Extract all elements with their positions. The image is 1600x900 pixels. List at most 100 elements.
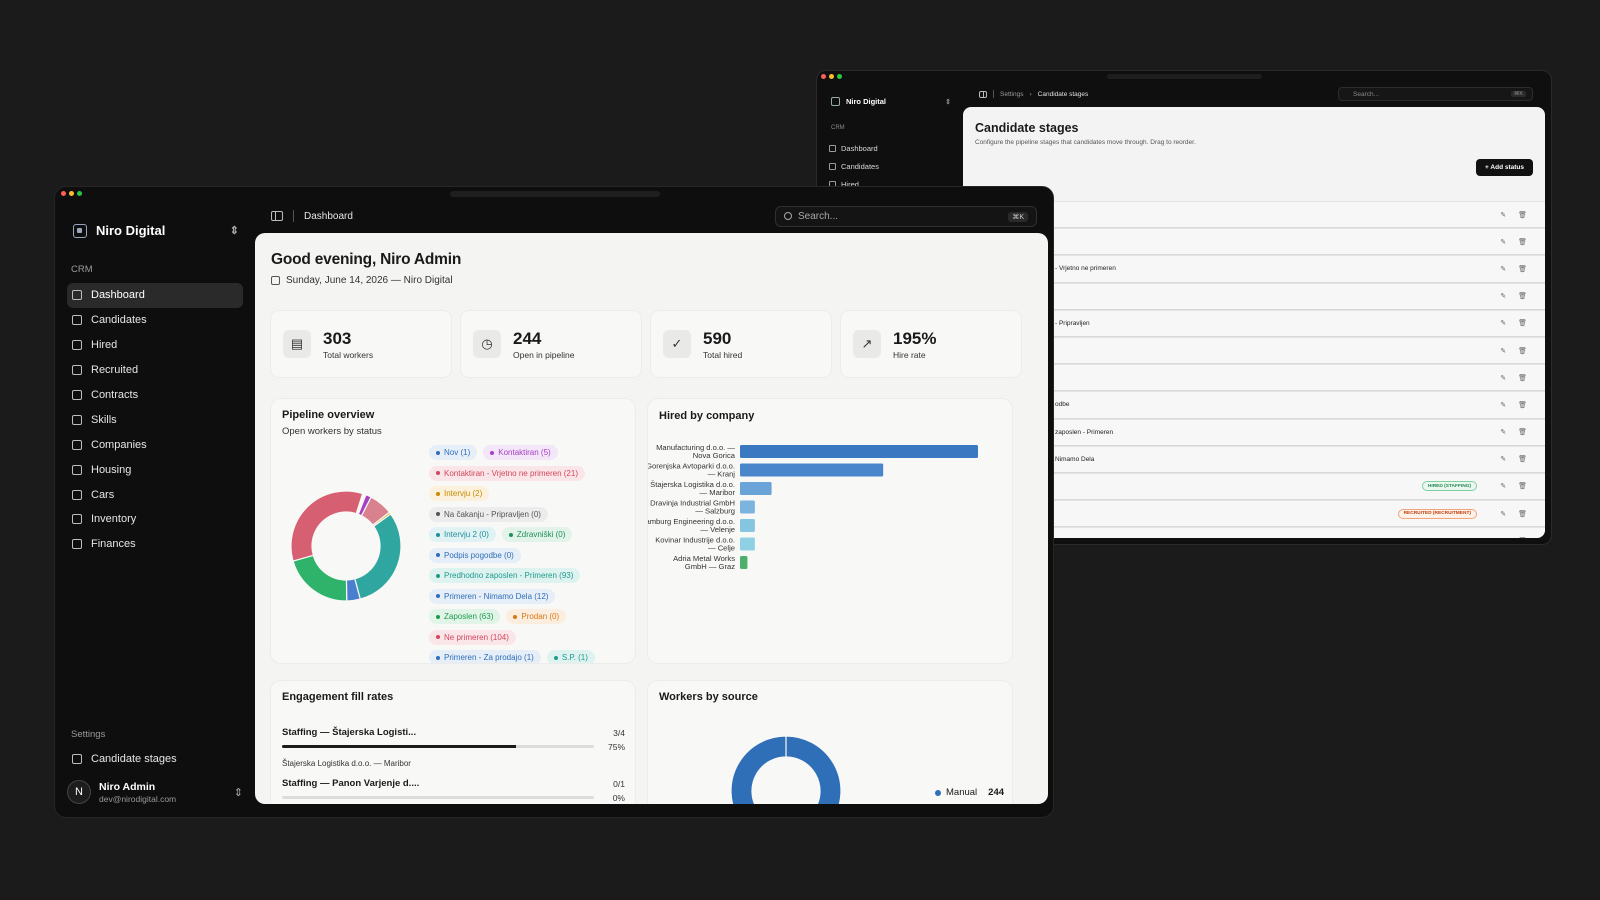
status-chip[interactable]: Intervju 2 (0) (429, 527, 496, 542)
edit-icon[interactable]: ✎ (1500, 293, 1507, 301)
trash-icon[interactable]: 🗑 (1518, 347, 1527, 355)
stage-row[interactable]: Nimamo Dela ✎ 🗑 (963, 445, 1545, 473)
trash-icon[interactable]: 🗑 (1518, 238, 1527, 246)
edit-icon[interactable]: ✎ (1500, 510, 1507, 518)
workspace-switcher[interactable]: Niro Digital ⇕ (817, 83, 963, 106)
stage-row[interactable]: odbe ✎ 🗑 (963, 391, 1545, 419)
sidebar-item-recruited[interactable]: Recruited (67, 358, 243, 383)
company-bar[interactable] (740, 519, 755, 532)
trash-icon[interactable]: 🗑 (1518, 429, 1527, 437)
pipeline-slice[interactable] (356, 493, 366, 515)
user-menu[interactable]: N Niro Admin dev@nirodigital.com ⇕ (67, 780, 243, 804)
trash-icon[interactable]: 🗑 (1518, 211, 1527, 219)
edit-icon[interactable]: ✎ (1500, 211, 1507, 219)
url-bar[interactable] (450, 191, 660, 197)
stage-row[interactable]: ✎🗑 (963, 336, 1545, 365)
workspace-switcher[interactable]: Niro Digital ⇕ (55, 199, 255, 238)
trash-icon[interactable]: 🗑 (1518, 293, 1527, 301)
status-chip[interactable]: Podpis pogodbe (0) (429, 547, 521, 563)
stage-row[interactable]: ✎🗑 (963, 282, 1545, 310)
trash-icon[interactable]: 🗑 (1518, 374, 1527, 382)
status-chip[interactable]: Intervju (2) (429, 486, 490, 501)
sidebar-item-candidate-stages[interactable]: Candidate stages (67, 747, 243, 772)
status-chip[interactable]: Prodan (0) (506, 609, 567, 624)
pipeline-slice[interactable] (291, 491, 364, 562)
engagement-name[interactable]: Staffing — Panon Varjenje d.... (282, 778, 420, 789)
pipeline-slice[interactable] (354, 513, 402, 600)
sidebar-item-candidates[interactable]: Candidates (67, 308, 243, 333)
add-status-button[interactable]: + Add status (1476, 159, 1533, 176)
sidebar-item-finances[interactable]: Finances (67, 532, 243, 557)
edit-icon[interactable]: ✎ (1500, 238, 1507, 246)
sidebar-item-cars[interactable]: Cars (67, 482, 243, 507)
company-bar[interactable] (740, 445, 978, 458)
trash-icon[interactable]: 🗑 (1518, 265, 1527, 273)
stage-row[interactable]: - Pripravljen ✎ 🗑 (963, 309, 1545, 337)
sidebar-item-companies[interactable]: Companies (67, 432, 243, 457)
status-chip[interactable]: Na čakanju - Pripravljen (0) (429, 506, 548, 522)
edit-icon[interactable]: ✎ (1500, 429, 1507, 437)
sidebar-item-hired[interactable]: Hired (67, 333, 243, 358)
search-input[interactable]: Search... ⌘K (1338, 87, 1533, 101)
trash-icon[interactable]: 🗑 (1518, 510, 1527, 518)
stage-row[interactable]: ✎🗑 (963, 201, 1545, 229)
edit-icon[interactable]: ✎ (1500, 347, 1507, 355)
maximize-dot[interactable] (77, 191, 82, 196)
trash-icon[interactable]: 🗑 (1518, 483, 1527, 491)
company-bar[interactable] (740, 463, 884, 477)
stage-row[interactable]: RECRUITED (RECRUITMENT) ✎ 🗑 (963, 500, 1545, 528)
company-bar[interactable] (740, 482, 772, 495)
minimize-dot[interactable] (69, 191, 74, 196)
edit-icon[interactable]: ✎ (1500, 537, 1506, 539)
stage-row[interactable]: ✎🗑 (963, 228, 1545, 256)
status-chip[interactable]: Zdravniški (0) (501, 527, 573, 542)
sidebar-item-dashboard[interactable]: Dashboard (67, 283, 243, 308)
maximize-dot[interactable] (837, 73, 842, 79)
status-chip[interactable]: Zaposlen (63) (429, 609, 501, 624)
stage-row[interactable]: HIRED (STAFFING) ✎ 🗑 (963, 472, 1545, 501)
source-slice[interactable] (730, 735, 842, 804)
sidebar-item-contracts[interactable]: Contracts (67, 383, 243, 408)
breadcrumb-settings[interactable]: Settings (1000, 90, 1024, 98)
sidebar-toggle-icon[interactable] (271, 211, 283, 221)
company-bar[interactable] (740, 500, 755, 514)
stage-row[interactable]: - Vrjetno ne primeren ✎ 🗑 (963, 255, 1545, 283)
trash-icon[interactable]: 🗑 (1518, 320, 1527, 328)
status-chip[interactable]: Kontaktiran (5) (483, 445, 558, 460)
company-bar[interactable] (740, 556, 748, 569)
pipeline-slice[interactable] (292, 554, 348, 602)
engagement-name[interactable]: Staffing — Štajerska Logisti... (282, 727, 417, 738)
trash-icon[interactable]: 🗑 (1518, 456, 1527, 464)
sidebar-item-housing[interactable]: Housing (67, 457, 243, 482)
sidebar-toggle-icon[interactable] (979, 90, 987, 98)
close-dot[interactable] (61, 191, 66, 196)
url-bar[interactable] (1107, 74, 1262, 79)
sidebar-item-candidates[interactable]: Candidates (829, 157, 963, 175)
company-bar[interactable] (740, 537, 755, 551)
trash-icon[interactable]: 🗑 (1518, 401, 1527, 409)
stage-row[interactable]: ✎🗑 (963, 364, 1545, 392)
sidebar-item-skills[interactable]: Skills (67, 407, 243, 432)
edit-icon[interactable]: ✎ (1500, 483, 1507, 491)
edit-icon[interactable]: ✎ (1500, 401, 1507, 409)
edit-icon[interactable]: ✎ (1500, 320, 1507, 328)
status-chip[interactable]: Predhodno zaposlen - Primeren (93) (429, 568, 581, 583)
close-dot[interactable] (821, 73, 826, 79)
edit-icon[interactable]: ✎ (1500, 374, 1507, 382)
status-chip[interactable]: Primeren - Nimamo Dela (12) (429, 588, 556, 604)
stage-row[interactable]: zaposlen - Primeren ✎ 🗑 (963, 418, 1545, 446)
trash-icon[interactable]: 🗑 (1518, 537, 1527, 539)
edit-icon[interactable]: ✎ (1500, 265, 1507, 273)
sidebar-item-dashboard[interactable]: Dashboard (829, 139, 963, 157)
status-chip[interactable]: S.P. (1) (546, 650, 595, 663)
status-chip[interactable]: Ne primeren (104) (429, 629, 516, 645)
status-chip[interactable]: Kontaktiran - Vrjetno ne primeren (21) (429, 465, 585, 481)
stage-label: - Pripravljen (1055, 319, 1090, 327)
edit-icon[interactable]: ✎ (1500, 456, 1507, 464)
stage-row[interactable]: ✎🗑 (963, 527, 1545, 538)
status-chip[interactable]: Nov (1) (429, 445, 478, 460)
sidebar-item-inventory[interactable]: Inventory (67, 507, 243, 532)
minimize-dot[interactable] (829, 73, 834, 79)
search-input[interactable]: Search... ⌘K (775, 206, 1037, 227)
status-chip[interactable]: Primeren - Za prodajo (1) (429, 650, 541, 663)
